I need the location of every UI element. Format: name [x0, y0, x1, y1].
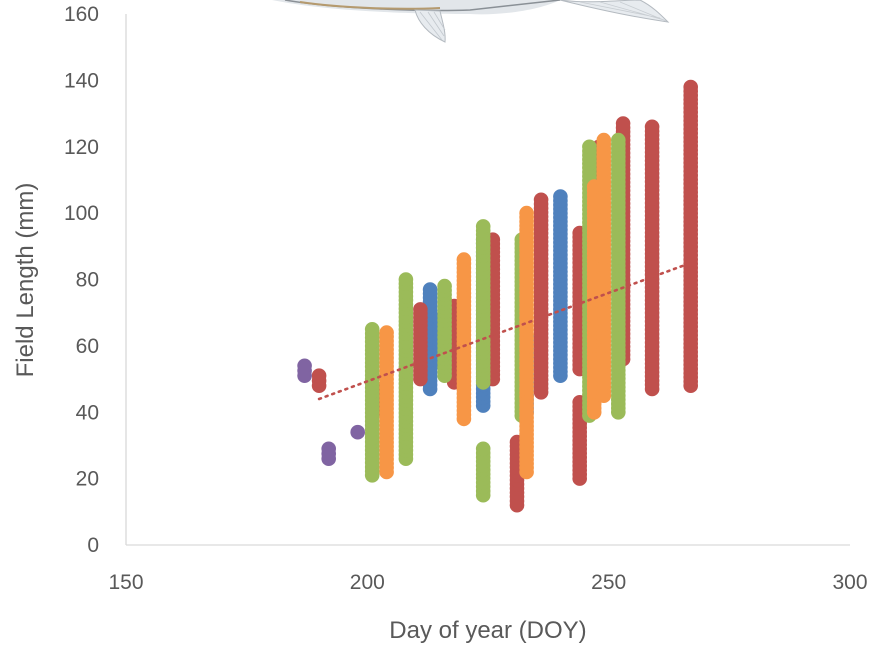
- y-tick-label: 120: [64, 136, 99, 159]
- y-tick-label: 140: [64, 69, 99, 92]
- x-tick-label: 250: [591, 571, 626, 594]
- x-tick-label: 300: [832, 571, 867, 594]
- y-tick-label: 160: [64, 3, 99, 26]
- y-tick-label: 20: [76, 468, 99, 491]
- x-tick-label: 150: [108, 571, 143, 594]
- data-point: [364, 322, 380, 337]
- data-point: [398, 272, 414, 287]
- data-point: [683, 79, 698, 95]
- y-axis-ticks: 0 20 40 60 80 100 120 140 160: [64, 3, 99, 557]
- y-axis-title: Field Length (mm): [12, 183, 39, 378]
- data-point: [422, 282, 438, 297]
- data-point: [297, 358, 312, 374]
- data-point: [413, 302, 428, 317]
- y-tick-label: 60: [76, 335, 99, 358]
- y-tick-label: 80: [76, 269, 99, 292]
- data-point: [475, 441, 491, 457]
- data-point: [379, 325, 394, 340]
- data-point: [615, 116, 631, 131]
- fish-illustration: [272, 0, 670, 43]
- data-point: [582, 139, 597, 155]
- data-point: [437, 278, 452, 294]
- data-point: [475, 219, 491, 234]
- data-points: [297, 79, 698, 513]
- data-point: [456, 252, 472, 267]
- data-point: [596, 132, 612, 148]
- x-axis-ticks: 150 200 250 300: [108, 571, 867, 594]
- plot-area: [125, 14, 850, 546]
- x-axis-title: Day of year (DOY): [389, 617, 586, 644]
- data-point: [611, 132, 626, 148]
- data-point: [321, 441, 337, 457]
- data-point: [644, 119, 660, 135]
- y-tick-label: 100: [64, 202, 99, 225]
- data-point: [553, 189, 568, 204]
- data-point: [311, 368, 327, 384]
- data-point: [519, 205, 534, 221]
- x-tick-label: 200: [350, 571, 385, 594]
- trendline: [317, 261, 693, 401]
- y-tick-label: 0: [87, 534, 99, 557]
- data-point: [350, 424, 366, 440]
- data-point: [533, 192, 549, 208]
- y-tick-label: 40: [76, 401, 99, 424]
